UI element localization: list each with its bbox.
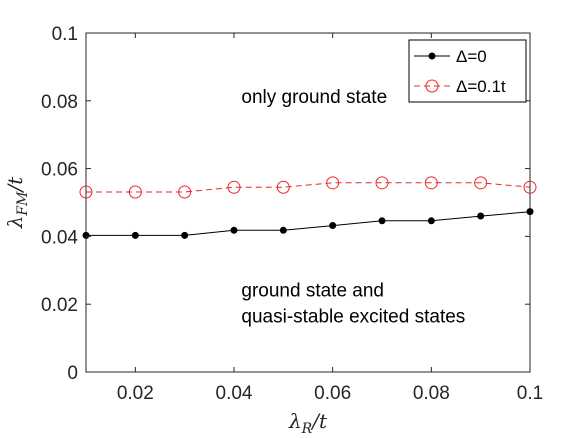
series-line-1: [86, 211, 531, 236]
data-point-series-1: [427, 217, 435, 225]
plot-area: [79, 32, 537, 373]
y-tick-label: 0.08: [41, 92, 78, 113]
data-point-series-1: [279, 226, 287, 234]
annotation-2: ground state and: [241, 281, 384, 302]
data-point-series-2: [276, 180, 290, 194]
y-tick-label: 0.06: [41, 160, 78, 181]
annotation-3: quasi-stable excited states: [241, 307, 465, 328]
x-axis-label-subscript: R: [301, 421, 313, 437]
data-point-series-2: [227, 180, 241, 194]
data-point-series-1: [378, 217, 386, 225]
y-tick-label: 0: [67, 363, 78, 384]
data-point-series-2: [474, 176, 488, 190]
data-point-series-2: [128, 185, 142, 199]
data-point-series-2: [523, 180, 537, 194]
data-point-series-2: [424, 176, 438, 190]
y-axis-label-subscript: FM: [15, 191, 31, 217]
y-tick-label: 0.02: [41, 295, 78, 316]
data-point-series-2: [326, 176, 340, 190]
series-line-2: [86, 182, 531, 193]
plot-frame: [85, 32, 531, 373]
legend: Δ=0 Δ=0.1t: [408, 39, 527, 103]
data-point-series-1: [181, 231, 189, 239]
data-point-series-2: [79, 185, 93, 199]
x-tick-label: 0.06: [314, 383, 351, 404]
y-axis-label: λFM/t: [3, 176, 31, 229]
x-tick-label: 0.1: [517, 383, 543, 404]
x-axis-label-tail: /t: [310, 409, 328, 433]
data-point-series-1: [82, 231, 90, 239]
axis-ticks: 0.02 0.04 0.06 0.08 0.1 0 0.02 0.04 0.06 0.08 0.1: [41, 24, 543, 404]
legend-box: [408, 39, 527, 103]
x-axis-label-main: λ: [288, 409, 302, 433]
x-tick-label: 0.08: [413, 383, 450, 404]
legend-marker-series-1: [428, 52, 436, 60]
y-tick-label: 0.1: [52, 24, 78, 45]
x-tick-label: 0.04: [216, 383, 253, 404]
annotations: only ground state ground state and quasi-s…: [241, 87, 465, 327]
x-tick-label: 0.02: [117, 383, 154, 404]
data-point-series-1: [131, 231, 139, 239]
data-point-series-1: [526, 208, 534, 216]
data-point-series-2: [375, 176, 389, 190]
legend-marker-series-2: [425, 79, 439, 93]
data-point-series-2: [178, 185, 192, 199]
x-axis-label: λR/t: [288, 409, 328, 437]
y-axis-label-main: λ: [3, 216, 27, 230]
y-tick-label: 0.04: [41, 227, 78, 248]
y-axis-label-tail: /t: [3, 176, 27, 194]
legend-label-series-2: Δ=0.1t: [456, 77, 506, 96]
data-point-series-1: [477, 212, 485, 220]
data-point-series-1: [230, 226, 238, 234]
legend-label-series-1: Δ=0: [456, 47, 487, 66]
annotation-1: only ground state: [241, 87, 387, 108]
data-point-series-1: [329, 222, 337, 230]
